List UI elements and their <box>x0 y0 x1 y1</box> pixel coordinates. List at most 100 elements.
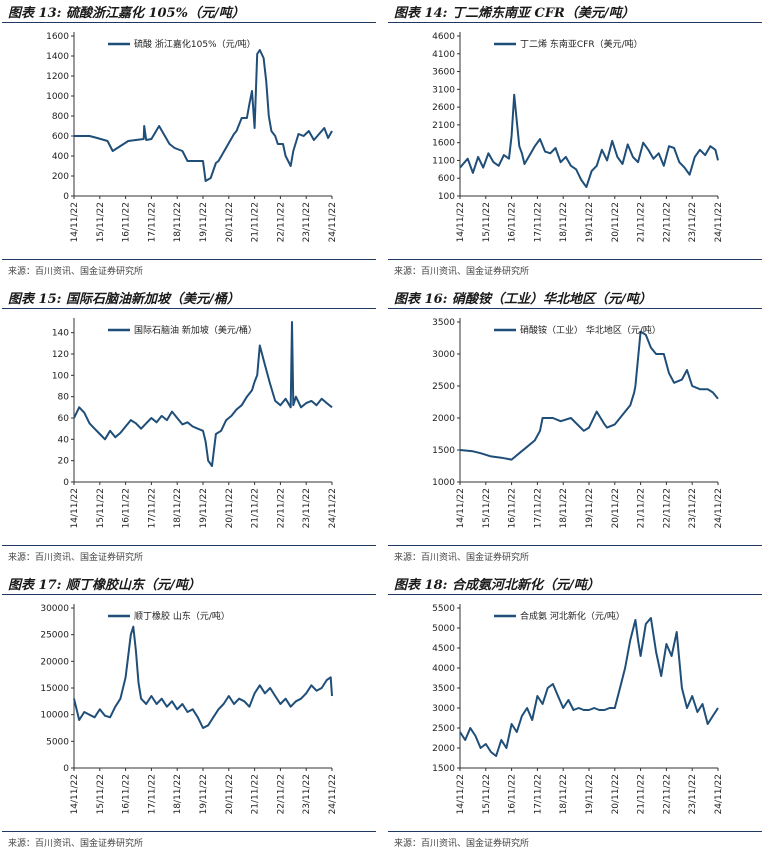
x-tick-label: 22/11/22 <box>276 488 286 528</box>
series-line <box>459 330 719 461</box>
x-tick-label: 24/11/22 <box>328 488 338 528</box>
y-tick-label: 4600 <box>432 32 455 42</box>
x-tick-label: 14/11/22 <box>70 488 80 528</box>
chart-panel-17: 图表 17: 顺丁橡胶山东（元/吨） 0 5000 10000 15000 20000 2… <box>2 574 376 856</box>
x-tick-label: 15/11/22 <box>482 774 492 814</box>
x-tick-label: 24/11/22 <box>714 774 724 814</box>
y-tick-label: 1500 <box>432 764 455 774</box>
x-tick-label: 17/11/22 <box>533 774 543 814</box>
y-tick-label: 120 <box>52 350 69 360</box>
line-chart: 0 20 40 60 80 100 120 140 14/11/22 15/11/22 16/11/… <box>52 318 338 528</box>
x-tick-label: 24/11/22 <box>328 774 338 814</box>
x-tick-label: 22/11/22 <box>662 488 672 528</box>
x-tick-label: 24/11/22 <box>714 488 724 528</box>
chart-title: 图表 18: 合成氨河北新化（元/吨） <box>394 578 600 593</box>
x-tick-label: 14/11/22 <box>456 488 466 528</box>
legend-label: 硝酸铵（工业） 华北地区（元/吨） <box>520 324 661 336</box>
series-line <box>459 93 719 189</box>
x-tick-label: 18/11/22 <box>559 774 569 814</box>
y-tick-label: 5500 <box>432 604 455 614</box>
title-rule <box>388 594 762 595</box>
bottom-rule <box>388 831 762 832</box>
x-tick-label: 23/11/22 <box>688 202 698 242</box>
x-tick-label: 20/11/22 <box>611 774 621 814</box>
title-rule <box>2 594 376 595</box>
line-chart: 1000 1500 2000 2500 3000 3500 14/11/22 15/11/22… <box>432 318 724 528</box>
line-chart: 1500 2000 2500 3000 3500 4000 4500 5000 5500 14/1… <box>432 604 724 814</box>
x-tick-label: 22/11/22 <box>276 202 286 242</box>
y-tick-label: 2000 <box>432 744 455 754</box>
bottom-rule <box>2 259 376 260</box>
x-tick-label: 23/11/22 <box>688 774 698 814</box>
x-tick-label: 16/11/22 <box>508 202 518 242</box>
source-note: 来源：百川资讯、国金证券研究所 <box>8 553 144 563</box>
y-tick-label: 800 <box>52 112 69 122</box>
source-note: 来源：百川资讯、国金证券研究所 <box>8 839 144 849</box>
legend-label: 国际石脑油 新加坡（美元/桶） <box>134 324 257 336</box>
y-tick-label: 1400 <box>46 52 69 62</box>
y-tick-label: 3000 <box>432 704 455 714</box>
x-tick-label: 15/11/22 <box>482 202 492 242</box>
chart-panel-14: 图表 14: 丁二烯东南亚 CFR（美元/吨） 100 600 1100 1600 21… <box>388 2 762 284</box>
chart-title: 图表 14: 丁二烯东南亚 CFR（美元/吨） <box>394 6 635 21</box>
x-tick-label: 22/11/22 <box>276 774 286 814</box>
y-tick-label: 3500 <box>432 318 455 328</box>
y-tick-label: 4100 <box>432 50 455 60</box>
y-tick-label: 3600 <box>432 68 455 78</box>
x-tick-label: 14/11/22 <box>70 202 80 242</box>
y-tick-label: 1600 <box>46 32 69 42</box>
x-tick-label: 18/11/22 <box>559 202 569 242</box>
y-tick-label: 0 <box>63 764 69 774</box>
x-tick-label: 15/11/22 <box>96 488 106 528</box>
x-tick-label: 21/11/22 <box>637 202 647 242</box>
chart-title: 图表 16: 硝酸铵（工业）华北地区（元/吨） <box>394 292 652 307</box>
x-tick-label: 19/11/22 <box>199 774 209 814</box>
x-tick-label: 16/11/22 <box>122 774 132 814</box>
x-tick-label: 14/11/22 <box>456 202 466 242</box>
series-line <box>73 625 333 729</box>
x-tick-label: 19/11/22 <box>585 488 595 528</box>
title-rule <box>388 308 762 309</box>
y-tick-label: 10000 <box>40 711 69 721</box>
x-tick-label: 19/11/22 <box>199 488 209 528</box>
chart-title: 图表 13: 硫酸浙江嘉化 105%（元/吨） <box>8 6 245 21</box>
y-tick-label: 100 <box>52 371 69 381</box>
x-tick-label: 21/11/22 <box>251 202 261 242</box>
y-tick-label: 1000 <box>432 478 455 488</box>
title-rule <box>2 308 376 309</box>
x-tick-label: 21/11/22 <box>251 774 261 814</box>
x-tick-label: 15/11/22 <box>96 202 106 242</box>
line-chart: 0 5000 10000 15000 20000 25000 30000 14/11/22 15… <box>40 604 338 814</box>
y-tick-label: 4500 <box>432 644 455 654</box>
y-tick-label: 2000 <box>432 414 455 424</box>
y-tick-label: 200 <box>52 172 69 182</box>
x-tick-label: 18/11/22 <box>559 488 569 528</box>
bottom-rule <box>388 545 762 546</box>
x-tick-label: 19/11/22 <box>585 202 595 242</box>
x-tick-label: 17/11/22 <box>533 202 543 242</box>
title-rule <box>388 22 762 23</box>
series-line <box>73 321 333 467</box>
y-tick-label: 600 <box>438 174 455 184</box>
y-tick-label: 3100 <box>432 85 455 95</box>
legend-label: 硫酸 浙江嘉化105%（元/吨） <box>134 38 256 50</box>
series-line <box>74 49 333 182</box>
x-tick-label: 15/11/22 <box>96 774 106 814</box>
y-tick-label: 2100 <box>432 121 455 131</box>
y-tick-label: 0 <box>63 192 69 202</box>
y-tick-label: 140 <box>52 329 69 339</box>
line-chart: 0 200 400 600 800 1000 1200 1400 1600 14/11/22 15/… <box>46 32 338 242</box>
x-tick-label: 23/11/22 <box>302 202 312 242</box>
x-tick-label: 22/11/22 <box>662 774 672 814</box>
x-tick-label: 16/11/22 <box>122 488 132 528</box>
x-tick-label: 20/11/22 <box>225 202 235 242</box>
y-tick-label: 40 <box>58 435 70 445</box>
line-chart: 100 600 1100 1600 2100 2600 3100 3600 4100 4600 14… <box>432 32 724 242</box>
y-tick-label: 4000 <box>432 664 455 674</box>
y-tick-label: 2600 <box>432 103 455 113</box>
series-line <box>459 617 719 757</box>
legend-label: 丁二烯 东南亚CFR（美元/吨） <box>520 38 643 50</box>
x-tick-label: 14/11/22 <box>456 774 466 814</box>
y-tick-label: 20000 <box>40 657 69 667</box>
source-note: 来源：百川资讯、国金证券研究所 <box>8 267 144 277</box>
